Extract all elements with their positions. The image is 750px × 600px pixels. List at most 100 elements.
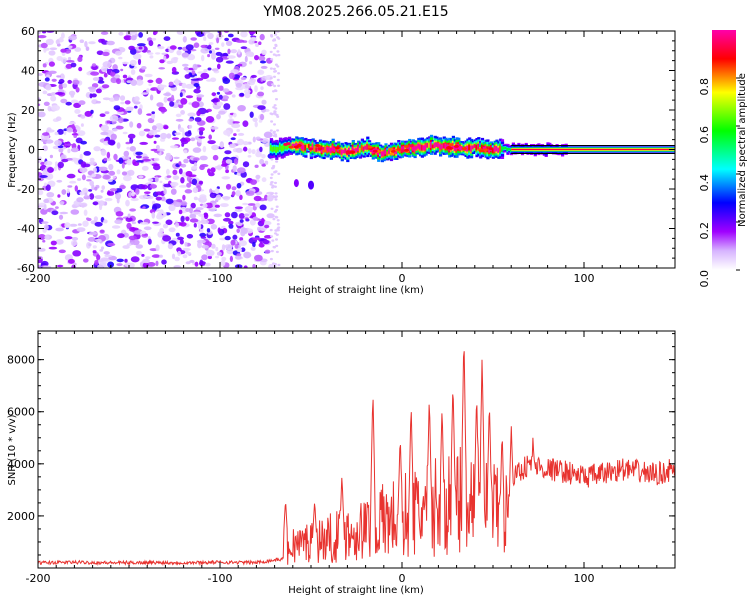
noise-speck — [66, 188, 70, 194]
noise-speck — [49, 47, 58, 51]
noise-speck — [240, 76, 247, 81]
noise-speck — [229, 119, 233, 125]
noise-speck — [135, 244, 143, 249]
figure-title: YM08.2025.266.05.21.E15 — [262, 4, 448, 20]
noise-speck — [44, 182, 47, 187]
band-cell — [382, 151, 386, 156]
noise-speck — [60, 48, 67, 53]
noise-speck — [141, 253, 145, 257]
noise-speck — [190, 202, 196, 209]
noise-edge-speck — [277, 226, 281, 229]
band-cell — [331, 145, 335, 152]
noise-speck — [216, 251, 222, 256]
noise-speck — [181, 142, 185, 147]
noise-speck — [147, 52, 154, 55]
noise-speck — [250, 246, 256, 251]
noise-edge-speck — [274, 192, 278, 195]
band-cell — [451, 142, 455, 149]
band-cell — [470, 145, 474, 152]
noise-speck — [163, 92, 172, 96]
band-cell — [284, 143, 288, 150]
band-cell — [362, 146, 366, 152]
noise-speck — [255, 136, 261, 140]
noise-speck — [214, 47, 220, 50]
snr-ylabel: SNR (10 * v/v) — [7, 414, 18, 485]
noise-speck — [214, 165, 223, 170]
noise-speck — [156, 148, 165, 152]
noise-speck — [207, 44, 212, 50]
noise-speck — [58, 214, 64, 220]
noise-speck — [145, 256, 151, 260]
band-cell — [271, 146, 275, 152]
noise-speck — [193, 88, 201, 94]
noise-speck — [216, 101, 224, 107]
noise-speck — [60, 98, 68, 104]
noise-speck — [76, 197, 84, 203]
colorbar-tick-label: 0.2 — [698, 222, 711, 240]
noise-speck — [71, 237, 79, 241]
band-cell — [439, 144, 443, 150]
noise-speck — [111, 225, 121, 229]
noise-speck — [232, 234, 238, 240]
noise-speck — [96, 254, 101, 261]
noise-speck — [92, 201, 99, 206]
noise-speck — [61, 32, 65, 39]
noise-speck — [162, 223, 169, 229]
noise-edge-speck — [273, 123, 276, 126]
noise-speck — [178, 185, 188, 188]
noise-speck — [122, 245, 130, 249]
noise-speck — [239, 237, 244, 241]
noise-edge-speck — [275, 233, 279, 236]
spectrogram-xlabel: Height of straight line (km) — [288, 285, 424, 296]
noise-speck — [196, 110, 201, 117]
noise-speck — [77, 130, 86, 137]
noise-speck — [77, 178, 82, 181]
noise-speck — [95, 100, 101, 104]
band-hotspot — [317, 147, 323, 151]
noise-speck — [184, 74, 191, 79]
noise-speck — [142, 206, 146, 209]
noise-speck — [230, 137, 236, 141]
band-cell — [406, 146, 410, 152]
noise-speck — [221, 244, 226, 251]
noise-speck — [159, 59, 165, 64]
noise-speck — [252, 136, 256, 143]
noise-speck — [74, 47, 82, 52]
noise-speck — [250, 74, 257, 78]
noise-speck — [147, 238, 152, 245]
band-cell — [395, 149, 399, 155]
noise-speck — [237, 49, 241, 55]
noise-edge-speck — [273, 39, 277, 42]
noise-edge-speck — [275, 160, 279, 163]
noise-speck — [125, 141, 131, 145]
band-cell — [342, 149, 346, 154]
noise-edge-speck — [271, 166, 275, 169]
noise-edge-speck — [269, 129, 273, 132]
band-cell — [428, 142, 432, 148]
noise-speck — [69, 223, 78, 227]
noise-speck — [79, 39, 85, 43]
noise-speck — [182, 63, 189, 67]
noise-speck — [155, 196, 162, 201]
noise-speck — [54, 140, 62, 146]
noise-edge-speck — [276, 65, 280, 68]
band-cell — [304, 144, 308, 151]
noise-speck — [211, 243, 216, 249]
noise-speck — [186, 251, 191, 255]
noise-speck — [43, 198, 50, 204]
noise-speck — [200, 219, 210, 224]
band-cell — [426, 142, 430, 148]
noise-speck — [203, 69, 208, 73]
noise-speck — [244, 92, 251, 99]
noise-edge-speck — [274, 107, 278, 110]
band-cell — [326, 146, 330, 152]
noise-speck — [198, 127, 205, 132]
noise-speck — [71, 123, 75, 130]
noise-speck — [102, 97, 111, 101]
noise-speck — [38, 73, 43, 76]
noise-speck — [44, 235, 50, 240]
noise-speck — [135, 160, 144, 163]
noise-speck — [198, 213, 205, 217]
noise-speck — [222, 217, 232, 222]
noise-speck — [154, 176, 159, 183]
